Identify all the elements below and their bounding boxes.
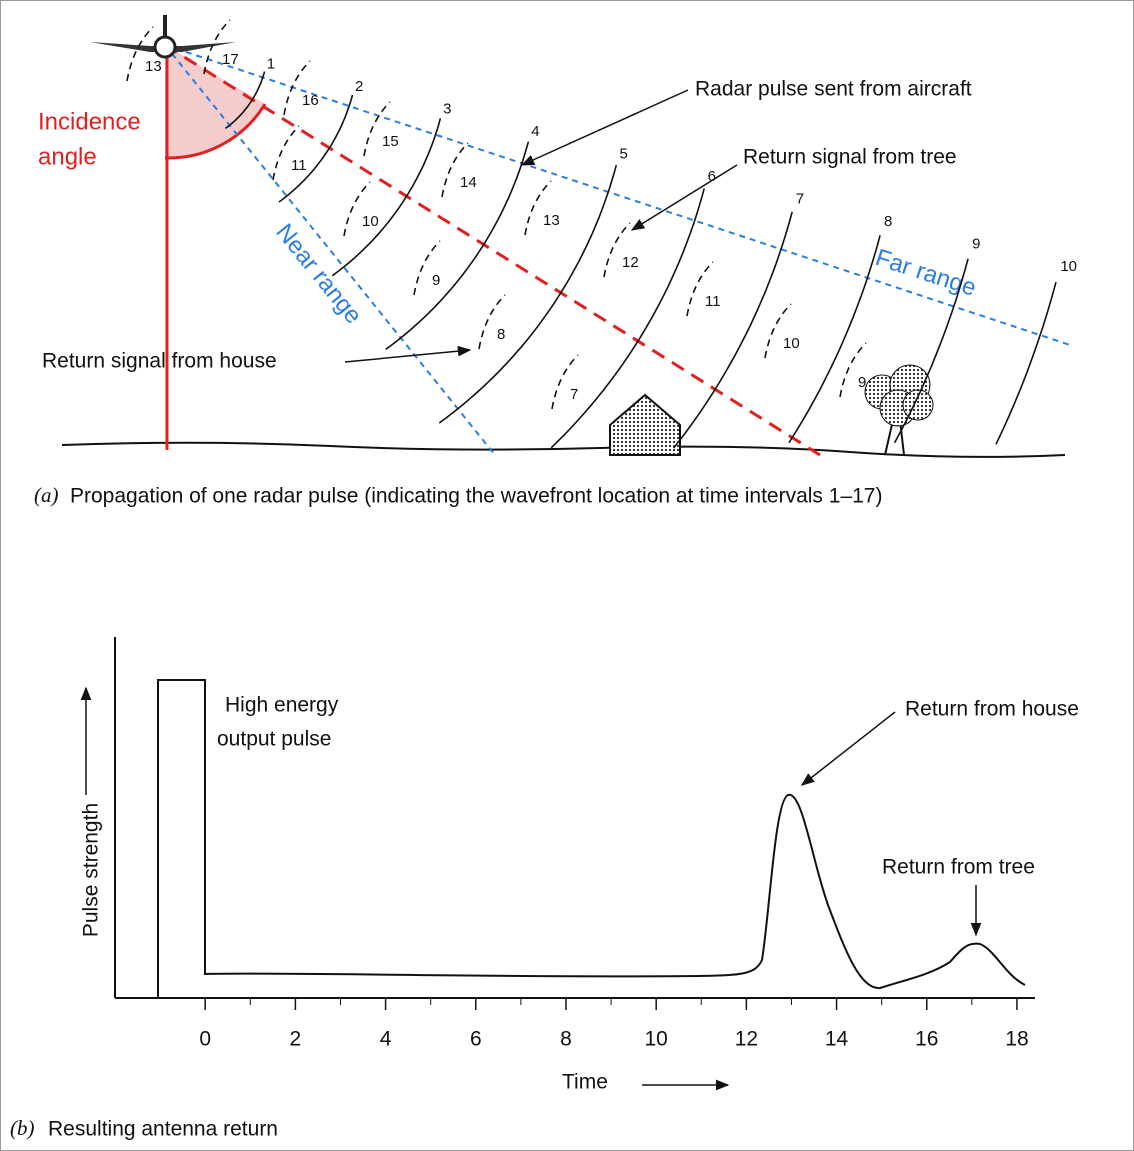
return-front: [126, 26, 154, 82]
center-line: [164, 43, 821, 457]
annotation: output pulse: [217, 728, 331, 751]
wavefront: [550, 188, 705, 449]
incidence-label: Incidence: [38, 108, 141, 135]
annotation: Return from house: [905, 698, 1079, 721]
annotation: High energy: [225, 694, 339, 717]
caption: Resulting antenna return: [48, 1118, 278, 1141]
propagation-diagram: Incidence angle Near range Far range Rad…: [34, 15, 1077, 508]
arrow: [800, 711, 896, 786]
front-number: 7: [570, 386, 578, 403]
arrow: [630, 164, 738, 231]
return-front: [603, 222, 631, 278]
front-number: 5: [619, 146, 627, 163]
return-front: [413, 240, 441, 296]
x-tick-label: 0: [199, 1028, 211, 1051]
front-number: 4: [531, 123, 539, 140]
x-axis-label: Time: [562, 1071, 608, 1094]
front-number: 13: [145, 58, 162, 75]
return-front: [203, 19, 231, 75]
arrow: [520, 89, 689, 166]
wavefront: [331, 118, 442, 277]
front-number: 11: [291, 157, 307, 174]
return-front: [283, 60, 311, 116]
caption: Propagation of one radar pulse (indicati…: [70, 485, 882, 508]
return-front: [686, 261, 714, 317]
front-number: 10: [362, 213, 379, 230]
wavefront: [995, 281, 1057, 445]
caption-label: (a): [34, 483, 59, 507]
front-number: 13: [543, 212, 560, 229]
front-number: 1: [267, 55, 275, 72]
angle-arc: [164, 103, 267, 160]
antenna-return-chart: High energy output pulse Return from hou…: [10, 637, 1079, 1141]
tree: [864, 364, 934, 456]
arrow: [344, 345, 472, 363]
front-number: 15: [382, 133, 399, 150]
front-number: 8: [497, 326, 505, 343]
ground: [61, 441, 1066, 458]
aircraft: [90, 15, 236, 59]
pulse-curve: [157, 679, 1026, 998]
x-tick-label: 4: [380, 1028, 392, 1051]
x-tick-label: 18: [1005, 1028, 1028, 1051]
front-number: 8: [884, 213, 892, 230]
front-number: 7: [796, 191, 804, 208]
return-front: [478, 294, 506, 350]
x-tick-label: 8: [560, 1028, 572, 1051]
x-tick-label: 10: [644, 1028, 667, 1051]
return-front: [272, 125, 300, 181]
front-number: 12: [622, 254, 639, 271]
far-range-line: [164, 44, 1071, 346]
front-number: 11: [705, 293, 721, 310]
front-number: 6: [708, 168, 716, 185]
return-front: [524, 180, 552, 236]
incidence-label: angle: [38, 143, 97, 170]
wavefront: [225, 71, 266, 130]
wavefront: [788, 235, 881, 444]
wavefront: [673, 211, 793, 449]
return-front: [839, 342, 867, 398]
annotation: Return from tree: [882, 856, 1035, 879]
front-number: 10: [1060, 258, 1077, 275]
annotation: Radar pulse sent from aircraft: [695, 78, 972, 101]
front-number: 17: [222, 51, 239, 68]
front-number: 14: [460, 174, 477, 191]
front-number: 16: [302, 92, 319, 109]
return-front: [343, 181, 371, 237]
x-tick-label: 14: [825, 1028, 849, 1051]
return-front: [441, 142, 469, 198]
wavefront: [278, 94, 354, 203]
return-front: [764, 303, 792, 359]
wavefront: [438, 164, 618, 424]
front-number: 3: [443, 101, 451, 118]
front-number: 2: [355, 78, 363, 95]
caption-label: (b): [10, 1116, 35, 1140]
x-tick-label: 12: [735, 1028, 758, 1051]
front-number: 9: [972, 236, 980, 253]
front-number: 9: [858, 374, 866, 391]
x-tick-label: 16: [915, 1028, 938, 1051]
return-front: [363, 101, 391, 157]
angle-fill: [165, 45, 265, 159]
annotation: Return signal from house: [42, 350, 277, 373]
wavefront: [385, 141, 530, 350]
x-tick-label: 2: [290, 1028, 302, 1051]
annotation: Return signal from tree: [743, 146, 957, 169]
front-number: 10: [783, 335, 800, 352]
wavefront: [893, 258, 969, 444]
front-number: 9: [432, 272, 440, 289]
return-front: [551, 354, 579, 410]
y-axis-label: Pulse strength: [80, 803, 103, 937]
x-tick-label: 6: [470, 1028, 482, 1051]
